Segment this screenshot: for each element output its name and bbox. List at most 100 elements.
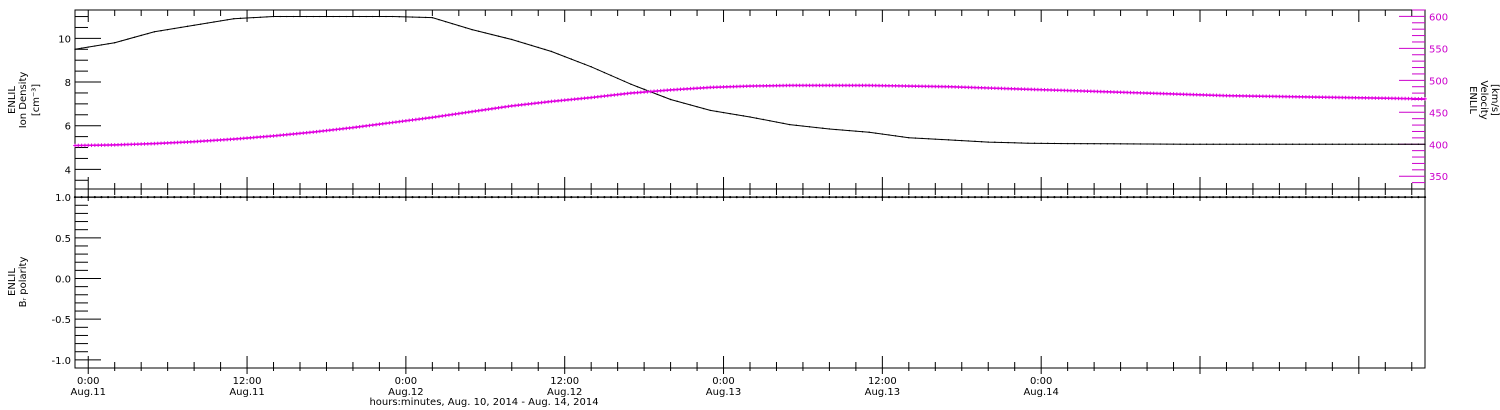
- polarity-point: [616, 196, 619, 199]
- ion-density-point: [908, 137, 910, 139]
- polarity-point: [87, 196, 90, 199]
- ion-density-point: [636, 86, 639, 88]
- polarity-point: [934, 196, 937, 199]
- polarity-point: [1304, 196, 1307, 199]
- polarity-point: [722, 196, 725, 199]
- ion-density-point: [583, 63, 586, 65]
- ion-density-point: [1265, 143, 1267, 145]
- polarity-point: [1033, 196, 1036, 199]
- ion-density-point: [411, 16, 414, 18]
- ion-density-point: [868, 131, 870, 133]
- polarity-point: [351, 196, 355, 199]
- ion-density-point: [497, 35, 500, 37]
- ion-density-point: [1159, 143, 1161, 145]
- ion-density-point: [477, 30, 480, 32]
- polarity-point: [1119, 196, 1122, 199]
- polarity-point: [775, 196, 778, 199]
- polarity-point: [815, 196, 818, 199]
- polarity-point: [365, 196, 368, 199]
- ion-density-point: [789, 123, 791, 126]
- ion-density-point: [511, 38, 513, 41]
- polarity-point: [1291, 196, 1294, 199]
- ion-density-point: [603, 71, 606, 74]
- ion-density-point: [1113, 143, 1115, 145]
- x-time-label: 12:00: [550, 376, 579, 387]
- polarity-point: [1013, 196, 1016, 199]
- ion-density-point: [272, 15, 275, 18]
- ion-density-point: [1139, 143, 1142, 145]
- polarity-point: [682, 196, 685, 199]
- polarity-point: [1165, 196, 1169, 199]
- polarity-point: [583, 196, 586, 199]
- polarity-point: [1172, 196, 1175, 199]
- polarity-point: [126, 196, 130, 199]
- polarity-point: [252, 196, 255, 199]
- polarity-point: [1410, 196, 1413, 199]
- polarity-point: [1205, 196, 1208, 199]
- ion-density-point: [517, 40, 520, 43]
- ion-density-point: [166, 28, 169, 31]
- polarity-point: [404, 196, 407, 199]
- x-time-label: 0:00: [712, 376, 734, 387]
- ion-density-point: [1358, 143, 1360, 145]
- bottom-left-tick-label: 0.5: [55, 234, 71, 245]
- polarity-point: [1284, 196, 1288, 199]
- x-date-label: Aug.11: [71, 387, 106, 398]
- ion-density-point: [365, 15, 367, 18]
- ion-density-point: [676, 100, 678, 103]
- polarity-point: [742, 196, 745, 199]
- polarity-point: [464, 196, 467, 199]
- ion-density-point: [855, 130, 857, 132]
- polarity-point: [470, 196, 474, 199]
- ion-density-point: [1126, 143, 1128, 145]
- ion-density-point: [1377, 143, 1380, 145]
- polarity-point: [1106, 196, 1109, 199]
- polarity-point: [424, 196, 427, 199]
- y2label-unit: [km/s]: [1489, 84, 1500, 116]
- polarity-point: [1059, 196, 1063, 199]
- ion-density-point: [160, 30, 162, 32]
- ion-density-point: [484, 32, 486, 34]
- ion-density-point: [1093, 143, 1095, 145]
- polarity-point: [113, 196, 116, 199]
- ion-density-point: [444, 20, 447, 23]
- ion-density-point: [1232, 143, 1234, 145]
- bottom-left-tick-label: 0.0: [55, 275, 71, 286]
- polarity-point: [226, 196, 229, 199]
- polarity-point: [437, 196, 441, 199]
- polarity-point: [709, 196, 712, 199]
- ion-density-point: [1411, 143, 1413, 145]
- polarity-point: [861, 196, 864, 199]
- polarity-point: [384, 196, 388, 199]
- ion-density-point: [848, 129, 850, 132]
- ion-density-point: [696, 106, 698, 108]
- polarity-point: [530, 196, 533, 199]
- polarity-point: [120, 196, 123, 199]
- polarity-point: [1112, 196, 1116, 199]
- ion-density-point: [140, 34, 142, 37]
- ion-density-point: [841, 129, 844, 131]
- polarity-point: [371, 196, 374, 199]
- ion-density-point: [1371, 143, 1373, 145]
- ion-density-point: [524, 42, 526, 45]
- top-left-tick-label: 10: [58, 34, 71, 45]
- polarity-point: [768, 196, 771, 199]
- ion-density-point: [1305, 143, 1307, 145]
- polarity-point: [643, 196, 646, 199]
- polarity-point: [973, 196, 977, 199]
- polarity-point: [543, 196, 546, 199]
- polarity-point: [477, 196, 480, 199]
- x-time-label: 12:00: [233, 376, 262, 387]
- ion-density-point: [742, 115, 745, 117]
- polarity-point: [695, 196, 699, 199]
- ion-density-point: [1272, 143, 1274, 145]
- polarity-point: [173, 196, 176, 199]
- polarity-point: [715, 196, 719, 199]
- polarity-point: [967, 196, 970, 199]
- polarity-point: [834, 196, 838, 199]
- polarity-point: [345, 196, 348, 199]
- ion-density-point: [1040, 142, 1042, 145]
- ion-density-point: [332, 15, 334, 18]
- ion-density-point: [669, 98, 672, 101]
- polarity-point: [1258, 196, 1261, 199]
